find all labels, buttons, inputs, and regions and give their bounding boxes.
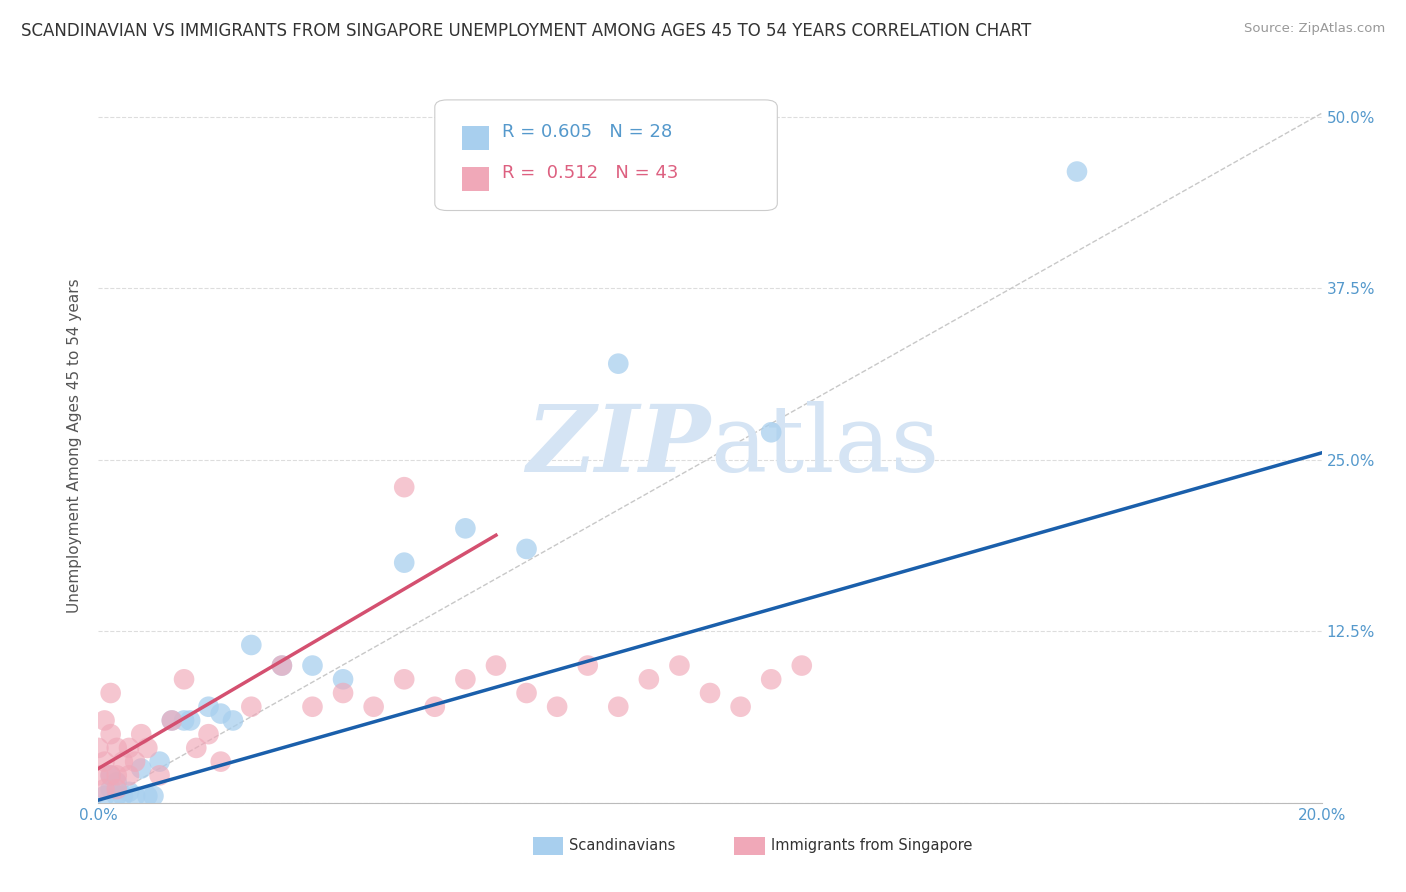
Point bbox=[240, 638, 263, 652]
Point bbox=[392, 673, 416, 687]
Point bbox=[105, 740, 128, 755]
Point bbox=[118, 785, 141, 799]
Bar bbox=[734, 837, 765, 855]
Point bbox=[759, 425, 782, 440]
Point bbox=[149, 755, 172, 769]
Point bbox=[93, 714, 115, 728]
Point bbox=[301, 658, 323, 673]
Point bbox=[363, 699, 385, 714]
Point bbox=[209, 706, 232, 721]
Point bbox=[105, 768, 128, 782]
Point bbox=[124, 755, 146, 769]
Text: Immigrants from Singapore: Immigrants from Singapore bbox=[772, 838, 973, 853]
Point bbox=[111, 789, 134, 803]
Point bbox=[607, 357, 630, 371]
Point bbox=[160, 714, 183, 728]
Point bbox=[105, 775, 128, 789]
Point bbox=[197, 727, 219, 741]
Bar bbox=[533, 837, 564, 855]
Point bbox=[607, 699, 630, 714]
Point bbox=[332, 673, 354, 687]
Point bbox=[699, 686, 721, 700]
Point bbox=[240, 699, 263, 714]
Point bbox=[93, 755, 115, 769]
Point bbox=[186, 740, 208, 755]
Point bbox=[100, 768, 122, 782]
Point bbox=[516, 686, 538, 700]
Point bbox=[423, 699, 446, 714]
Point bbox=[173, 714, 195, 728]
Text: SCANDINAVIAN VS IMMIGRANTS FROM SINGAPORE UNEMPLOYMENT AMONG AGES 45 TO 54 YEARS: SCANDINAVIAN VS IMMIGRANTS FROM SINGAPOR… bbox=[21, 22, 1032, 40]
Point bbox=[129, 762, 152, 776]
Point bbox=[93, 782, 115, 797]
Point bbox=[87, 740, 110, 755]
Text: R =  0.512   N = 43: R = 0.512 N = 43 bbox=[502, 164, 679, 182]
Point bbox=[179, 714, 201, 728]
Point bbox=[546, 699, 568, 714]
Point bbox=[142, 789, 165, 803]
Point bbox=[454, 673, 477, 687]
Point bbox=[118, 768, 141, 782]
Point bbox=[1066, 164, 1088, 178]
Point bbox=[392, 556, 416, 570]
Point bbox=[209, 755, 232, 769]
Point bbox=[100, 686, 122, 700]
Point bbox=[93, 789, 115, 803]
Point bbox=[730, 699, 752, 714]
Point bbox=[270, 658, 292, 673]
Text: Source: ZipAtlas.com: Source: ZipAtlas.com bbox=[1244, 22, 1385, 36]
Point bbox=[173, 673, 195, 687]
Point bbox=[118, 740, 141, 755]
Point bbox=[485, 658, 508, 673]
Point bbox=[129, 727, 152, 741]
FancyBboxPatch shape bbox=[434, 100, 778, 211]
Text: atlas: atlas bbox=[710, 401, 939, 491]
Bar bbox=[461, 167, 489, 191]
Point bbox=[124, 789, 146, 803]
Point bbox=[392, 480, 416, 494]
Point bbox=[668, 658, 690, 673]
Text: ZIP: ZIP bbox=[526, 401, 710, 491]
Point bbox=[516, 541, 538, 556]
Text: Scandinavians: Scandinavians bbox=[569, 838, 676, 853]
Point bbox=[197, 699, 219, 714]
Point bbox=[222, 714, 245, 728]
Point bbox=[100, 782, 122, 797]
Point bbox=[111, 755, 134, 769]
Point bbox=[87, 768, 110, 782]
Y-axis label: Unemployment Among Ages 45 to 54 years: Unemployment Among Ages 45 to 54 years bbox=[67, 278, 83, 614]
Point bbox=[136, 789, 159, 803]
Point bbox=[790, 658, 813, 673]
Point bbox=[576, 658, 599, 673]
Point bbox=[759, 673, 782, 687]
Point bbox=[136, 740, 159, 755]
Point bbox=[270, 658, 292, 673]
Point bbox=[100, 768, 122, 782]
Point bbox=[454, 521, 477, 535]
Point bbox=[301, 699, 323, 714]
Text: R = 0.605   N = 28: R = 0.605 N = 28 bbox=[502, 123, 672, 141]
Point bbox=[100, 727, 122, 741]
Bar bbox=[461, 127, 489, 150]
Point bbox=[149, 768, 172, 782]
Point bbox=[105, 789, 128, 803]
Point bbox=[160, 714, 183, 728]
Point bbox=[105, 782, 128, 797]
Point bbox=[332, 686, 354, 700]
Point bbox=[637, 673, 661, 687]
